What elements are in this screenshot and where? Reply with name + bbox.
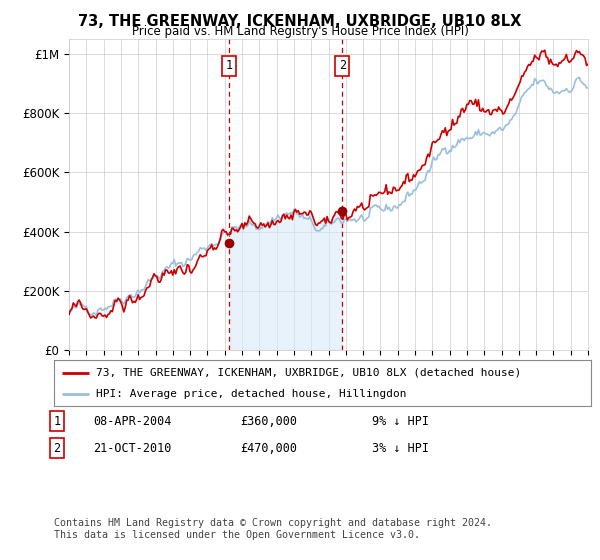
Text: 21-OCT-2010: 21-OCT-2010 xyxy=(93,441,172,455)
Text: £360,000: £360,000 xyxy=(240,414,297,428)
Text: 1: 1 xyxy=(226,59,233,72)
Text: 3% ↓ HPI: 3% ↓ HPI xyxy=(372,441,429,455)
Text: 9% ↓ HPI: 9% ↓ HPI xyxy=(372,414,429,428)
Text: 2: 2 xyxy=(339,59,346,72)
Text: 2: 2 xyxy=(53,441,61,455)
Text: Price paid vs. HM Land Registry's House Price Index (HPI): Price paid vs. HM Land Registry's House … xyxy=(131,25,469,38)
Text: 08-APR-2004: 08-APR-2004 xyxy=(93,414,172,428)
Text: HPI: Average price, detached house, Hillingdon: HPI: Average price, detached house, Hill… xyxy=(96,389,406,399)
Text: Contains HM Land Registry data © Crown copyright and database right 2024.
This d: Contains HM Land Registry data © Crown c… xyxy=(54,518,492,540)
Text: 73, THE GREENWAY, ICKENHAM, UXBRIDGE, UB10 8LX: 73, THE GREENWAY, ICKENHAM, UXBRIDGE, UB… xyxy=(79,14,521,29)
Text: £470,000: £470,000 xyxy=(240,441,297,455)
Text: 1: 1 xyxy=(53,414,61,428)
Text: 73, THE GREENWAY, ICKENHAM, UXBRIDGE, UB10 8LX (detached house): 73, THE GREENWAY, ICKENHAM, UXBRIDGE, UB… xyxy=(96,368,521,378)
